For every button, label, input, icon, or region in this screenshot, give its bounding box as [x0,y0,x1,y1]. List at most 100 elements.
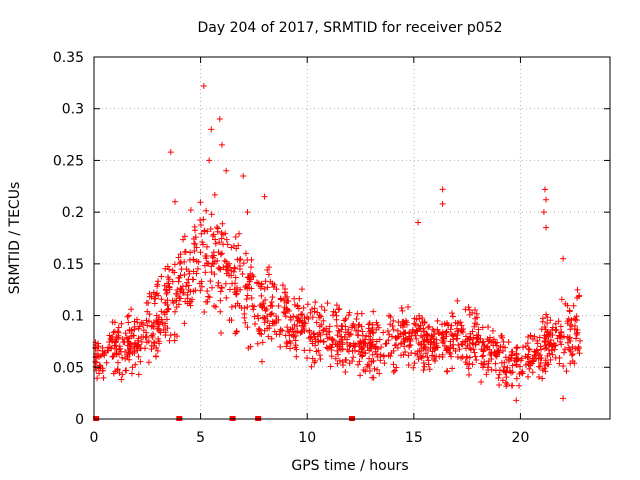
data-point [250,306,257,313]
data-point [292,342,299,349]
data-point [135,353,142,360]
data-point [181,249,188,256]
data-point [421,363,428,370]
plot-frame [93,56,611,420]
data-point [255,328,262,335]
data-point [405,333,412,340]
data-point [232,291,239,298]
data-point [215,279,222,286]
data-point [484,344,491,351]
data-point [370,330,377,337]
data-point [232,233,239,240]
data-point [268,310,275,317]
data-point [282,313,289,320]
data-point [123,367,130,374]
data-point [336,305,343,312]
data-point [308,363,315,370]
data-point [199,239,206,246]
y-tick-label: 0 [75,412,84,428]
data-point [483,371,490,378]
data-point [251,313,258,320]
data-point [282,310,289,317]
data-point [401,329,408,336]
data-point [520,344,527,351]
y-tick-label: 0.1 [62,309,84,325]
data-point [181,258,188,265]
data-point [282,293,289,300]
data-point [563,368,570,375]
data-point [420,360,427,367]
data-point [383,340,390,347]
data-point [423,332,430,339]
data-point [219,250,226,257]
data-point [496,381,503,388]
data-point [485,324,492,331]
data-point [469,339,476,346]
data-point [386,331,393,338]
data-point [535,373,542,380]
data-point [455,319,462,326]
data-point-peak [240,172,247,179]
data-point [472,341,479,348]
data-point [125,312,132,319]
data-point [178,266,185,273]
data-point [209,232,216,239]
data-point [303,355,310,362]
data-point [488,366,495,373]
data-point [547,340,554,347]
data-point [529,369,536,376]
data-point [446,349,453,356]
data-point [266,322,273,329]
data-point [542,368,549,375]
data-point [448,353,455,360]
data-point [242,250,249,257]
data-point [180,289,187,296]
data-point [282,332,289,339]
data-point [278,296,285,303]
data-point [359,349,366,356]
data-point [210,260,217,267]
data-point [150,331,157,338]
data-point [183,283,190,290]
data-point [527,359,534,366]
data-point [299,319,306,326]
data-point [320,317,327,324]
data-point [290,332,297,339]
data-point [509,369,516,376]
data-point [450,336,457,343]
data-point [354,361,361,368]
data-point [504,364,511,371]
data-point [215,265,222,272]
data-point [186,300,193,307]
data-point [513,375,520,382]
data-point [470,346,477,353]
data-point [576,292,583,299]
data-point [548,347,555,354]
data-point [254,312,261,319]
data-point [117,345,124,352]
data-point [560,363,567,370]
data-point [495,374,502,381]
data-point [264,267,271,274]
data-point [502,344,509,351]
data-point [243,282,250,289]
data-point [236,230,243,237]
data-point [357,339,364,346]
data-point [539,318,546,325]
data-point [355,322,362,329]
data-point [228,244,235,251]
data-point [343,356,350,363]
data-point [474,334,481,341]
data-point [531,352,538,359]
data-point [233,328,240,335]
data-point [452,348,459,355]
data-point [431,356,438,363]
data-point [569,358,576,365]
data-point [558,296,565,303]
data-point [164,280,171,287]
data-point [212,240,219,247]
y-axis-label: SRMTID / TECUs [7,182,23,295]
data-point [390,368,397,375]
data-point [381,360,388,367]
data-point [269,294,276,301]
